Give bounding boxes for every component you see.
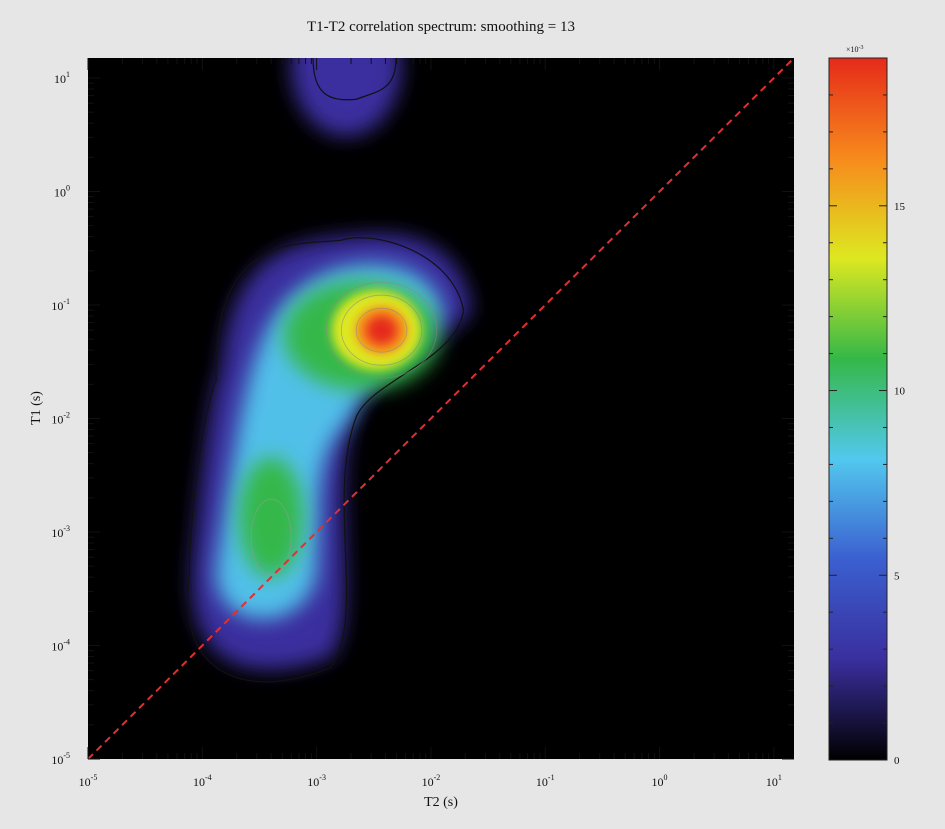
axis-ticks	[87, 58, 794, 760]
colorbar-tick-label: 15	[894, 201, 906, 213]
y-tick-label: 101	[54, 70, 70, 86]
colorbar-ticks: 0 5 10 15	[829, 57, 906, 767]
x-tick-label: 10-2	[422, 773, 441, 789]
contour-inner	[250, 498, 292, 576]
colorbar-tick-label: 0	[894, 755, 900, 767]
contour-outer	[187, 237, 465, 683]
x-tick-label: 10-5	[79, 773, 98, 789]
x-tick-label: 10-1	[536, 773, 555, 789]
y-tick-label: 100	[54, 183, 70, 199]
x-tick-label: 10-3	[307, 773, 326, 789]
x-tick-label: 100	[652, 773, 668, 789]
contour-inner	[355, 307, 408, 353]
y-tick-label: 10-4	[51, 637, 70, 653]
y-tick-label: 10-1	[51, 297, 70, 313]
y-tick-label: 10-5	[51, 751, 70, 767]
y-tick-label: 10-3	[51, 524, 70, 540]
colorbar-tick-label: 10	[894, 386, 906, 398]
heatmap-peak-top	[291, 58, 402, 137]
heatmap-peak-lower	[239, 457, 304, 578]
heatmap	[187, 58, 472, 683]
colorbar-multiplier: ×10-3	[846, 45, 864, 54]
y-axis-label: T1 (s)	[29, 391, 44, 425]
contour-inner	[340, 294, 423, 366]
contour-inner	[325, 281, 438, 379]
y-tick-labels: 10-5 10-4 10-3 10-2 10-1 100 101	[51, 70, 70, 767]
x-tick-label: 10-4	[193, 773, 212, 789]
y-tick-label: 10-2	[51, 410, 70, 426]
x-axis-label: T2 (s)	[424, 795, 458, 810]
contour-top	[312, 58, 397, 101]
heatmap-peak-main	[366, 316, 397, 345]
chart-title: T1-T2 correlation spectrum: smoothing = …	[307, 19, 575, 35]
diagonal-line	[87, 57, 795, 760]
x-tick-label: 101	[766, 773, 782, 789]
x-tick-labels: 10-5 10-4 10-3 10-2 10-1 100 101	[79, 773, 782, 789]
colorbar	[828, 57, 888, 761]
colorbar-tick-label: 5	[894, 570, 900, 582]
